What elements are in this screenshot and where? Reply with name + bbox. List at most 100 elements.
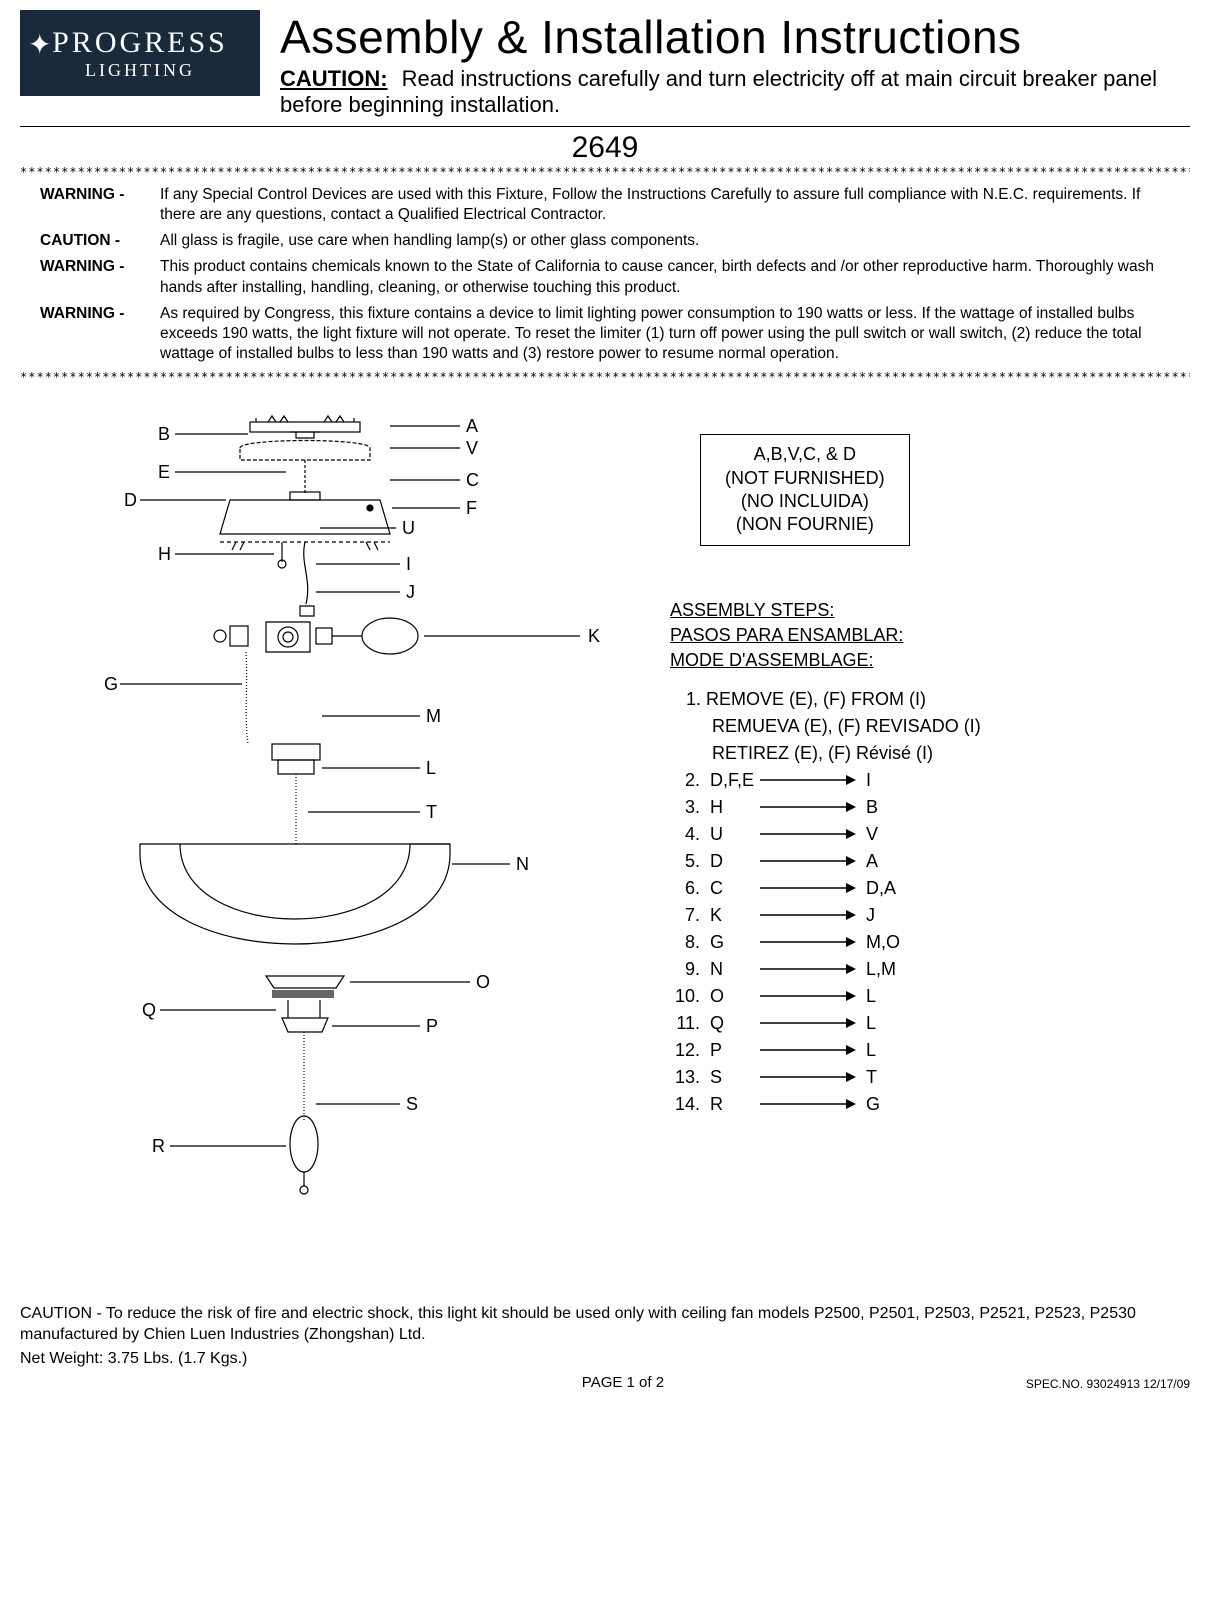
warning-label: WARNING -	[40, 304, 160, 364]
step-to: I	[858, 770, 871, 791]
step-num: 13.	[670, 1067, 704, 1088]
arrow-icon	[758, 1097, 858, 1111]
caution-text: Read instructions carefully and turn ele…	[280, 66, 1157, 117]
main-area: B A V E C D F U H I J K G M L T N O Q P …	[20, 404, 1190, 1284]
diagram-label-A: A	[466, 416, 478, 437]
step-from: O	[704, 986, 758, 1007]
assembly-step: 12.PL	[670, 1040, 1190, 1061]
bottom-caution: CAUTION - To reduce the risk of fire and…	[20, 1304, 1190, 1346]
arrow-icon	[758, 854, 858, 868]
step-to: A	[858, 851, 878, 872]
warning-text: This product contains chemicals known to…	[160, 257, 1170, 297]
assembly-step: 2.D,F,EI	[670, 770, 1190, 791]
assembly-step: 3.HB	[670, 797, 1190, 818]
step-to: D,A	[858, 878, 896, 899]
header-text: Assembly & Installation Instructions CAU…	[280, 10, 1190, 118]
diagram-label-L: L	[426, 758, 436, 779]
step-1-en: 1. REMOVE (E), (F) FROM (I)	[686, 689, 1190, 710]
arrow-icon	[758, 800, 858, 814]
step-num: 14.	[670, 1094, 704, 1115]
logo-main-text: PROGRESS	[52, 26, 228, 60]
step-num: 9.	[670, 959, 704, 980]
step-num: 12.	[670, 1040, 704, 1061]
diagram-label-M: M	[426, 706, 441, 727]
caution-label: CAUTION -	[40, 231, 160, 251]
diagram-label-E: E	[158, 462, 170, 483]
step-num: 3.	[670, 797, 704, 818]
diagram-label-B: B	[158, 424, 170, 445]
diagram-label-K: K	[588, 626, 600, 647]
logo-sub-text: LIGHTING	[85, 60, 195, 81]
step-from: N	[704, 959, 758, 980]
steps-header-fr: MODE D'ASSEMBLAGE:	[670, 650, 1190, 671]
right-column: A,B,V,C, & D (NOT FURNISHED) (NO INCLUID…	[610, 404, 1190, 1284]
diagram-label-T: T	[426, 802, 437, 823]
arrow-icon	[758, 1043, 858, 1057]
diagram-label-H: H	[158, 544, 171, 565]
diagram-label-U: U	[402, 518, 415, 539]
warning-label: WARNING -	[40, 185, 160, 225]
diagram-label-J: J	[406, 582, 415, 603]
star-row-bottom: ****************************************…	[20, 370, 1190, 384]
diagram-label-G: G	[104, 674, 118, 695]
assembly-step: 6.C D,A	[670, 878, 1190, 899]
step-from: S	[704, 1067, 758, 1088]
header: ✦ PROGRESS LIGHTING Assembly & Installat…	[20, 10, 1190, 118]
warning-row: WARNING - If any Special Control Devices…	[40, 185, 1170, 225]
net-weight: Net Weight: 3.75 Lbs. (1.7 Kgs.)	[20, 1350, 1190, 1368]
step-num: 5.	[670, 851, 704, 872]
step-from: Q	[704, 1013, 758, 1034]
assembly-step: 8.GM,O	[670, 932, 1190, 953]
step-to: V	[858, 824, 878, 845]
step-num: 2.	[670, 770, 704, 791]
assembly-step: 13.S T	[670, 1067, 1190, 1088]
warning-text: All glass is fragile, use care when hand…	[160, 231, 1170, 251]
step-num: 6.	[670, 878, 704, 899]
caution-label: CAUTION:	[280, 66, 388, 91]
page-title: Assembly & Installation Instructions	[280, 10, 1190, 64]
assembly-step: 4.UV	[670, 824, 1190, 845]
step-to: J	[858, 905, 875, 926]
arrow-icon	[758, 935, 858, 949]
arrow-icon	[758, 962, 858, 976]
warning-row: CAUTION - All glass is fragile, use care…	[40, 231, 1170, 251]
warning-text: As required by Congress, this fixture co…	[160, 304, 1170, 364]
arrow-icon	[758, 1070, 858, 1084]
step-1-es: REMUEVA (E), (F) REVISADO (I)	[712, 716, 1190, 737]
diagram-label-F: F	[466, 498, 477, 519]
spec-number: SPEC.NO. 93024913 12/17/09	[1026, 1377, 1190, 1391]
step-to: T	[858, 1067, 877, 1088]
diagram-label-O: O	[476, 972, 490, 993]
step-to: G	[858, 1094, 880, 1115]
steps-list: 1. REMOVE (E), (F) FROM (I) REMUEVA (E),…	[670, 689, 1190, 1115]
page-number: PAGE 1 of 2	[220, 1374, 1026, 1391]
step-from: K	[704, 905, 758, 926]
step-from: D	[704, 851, 758, 872]
step-num: 11.	[670, 1013, 704, 1034]
assembly-step: 14.RG	[670, 1094, 1190, 1115]
step-1-fr: RETIREZ (E), (F) Révisé (I)	[712, 743, 1190, 764]
diagram-label-N: N	[516, 854, 529, 875]
step-to: L	[858, 986, 876, 1007]
nf-line1: A,B,V,C, & D	[725, 443, 885, 466]
step-from: C	[704, 878, 758, 899]
assembly-step: 5.D A	[670, 851, 1190, 872]
warning-row: WARNING - This product contains chemical…	[40, 257, 1170, 297]
arrow-icon	[758, 989, 858, 1003]
step-num: 8.	[670, 932, 704, 953]
diagram-label-C: C	[466, 470, 479, 491]
diagram-label-I: I	[406, 554, 411, 575]
step-from: G	[704, 932, 758, 953]
fixture-diagram-svg	[20, 404, 610, 1284]
assembly-step: 7.KJ	[670, 905, 1190, 926]
arrow-icon	[758, 881, 858, 895]
logo: ✦ PROGRESS LIGHTING	[20, 10, 260, 96]
arrow-icon	[758, 1016, 858, 1030]
step-from: P	[704, 1040, 758, 1061]
step-num: 10.	[670, 986, 704, 1007]
steps-header-es: PASOS PARA ENSAMBLAR:	[670, 625, 1190, 646]
step-from: H	[704, 797, 758, 818]
step-num: 4.	[670, 824, 704, 845]
arrow-icon	[758, 908, 858, 922]
footer: PAGE 1 of 2 SPEC.NO. 93024913 12/17/09	[20, 1374, 1190, 1391]
